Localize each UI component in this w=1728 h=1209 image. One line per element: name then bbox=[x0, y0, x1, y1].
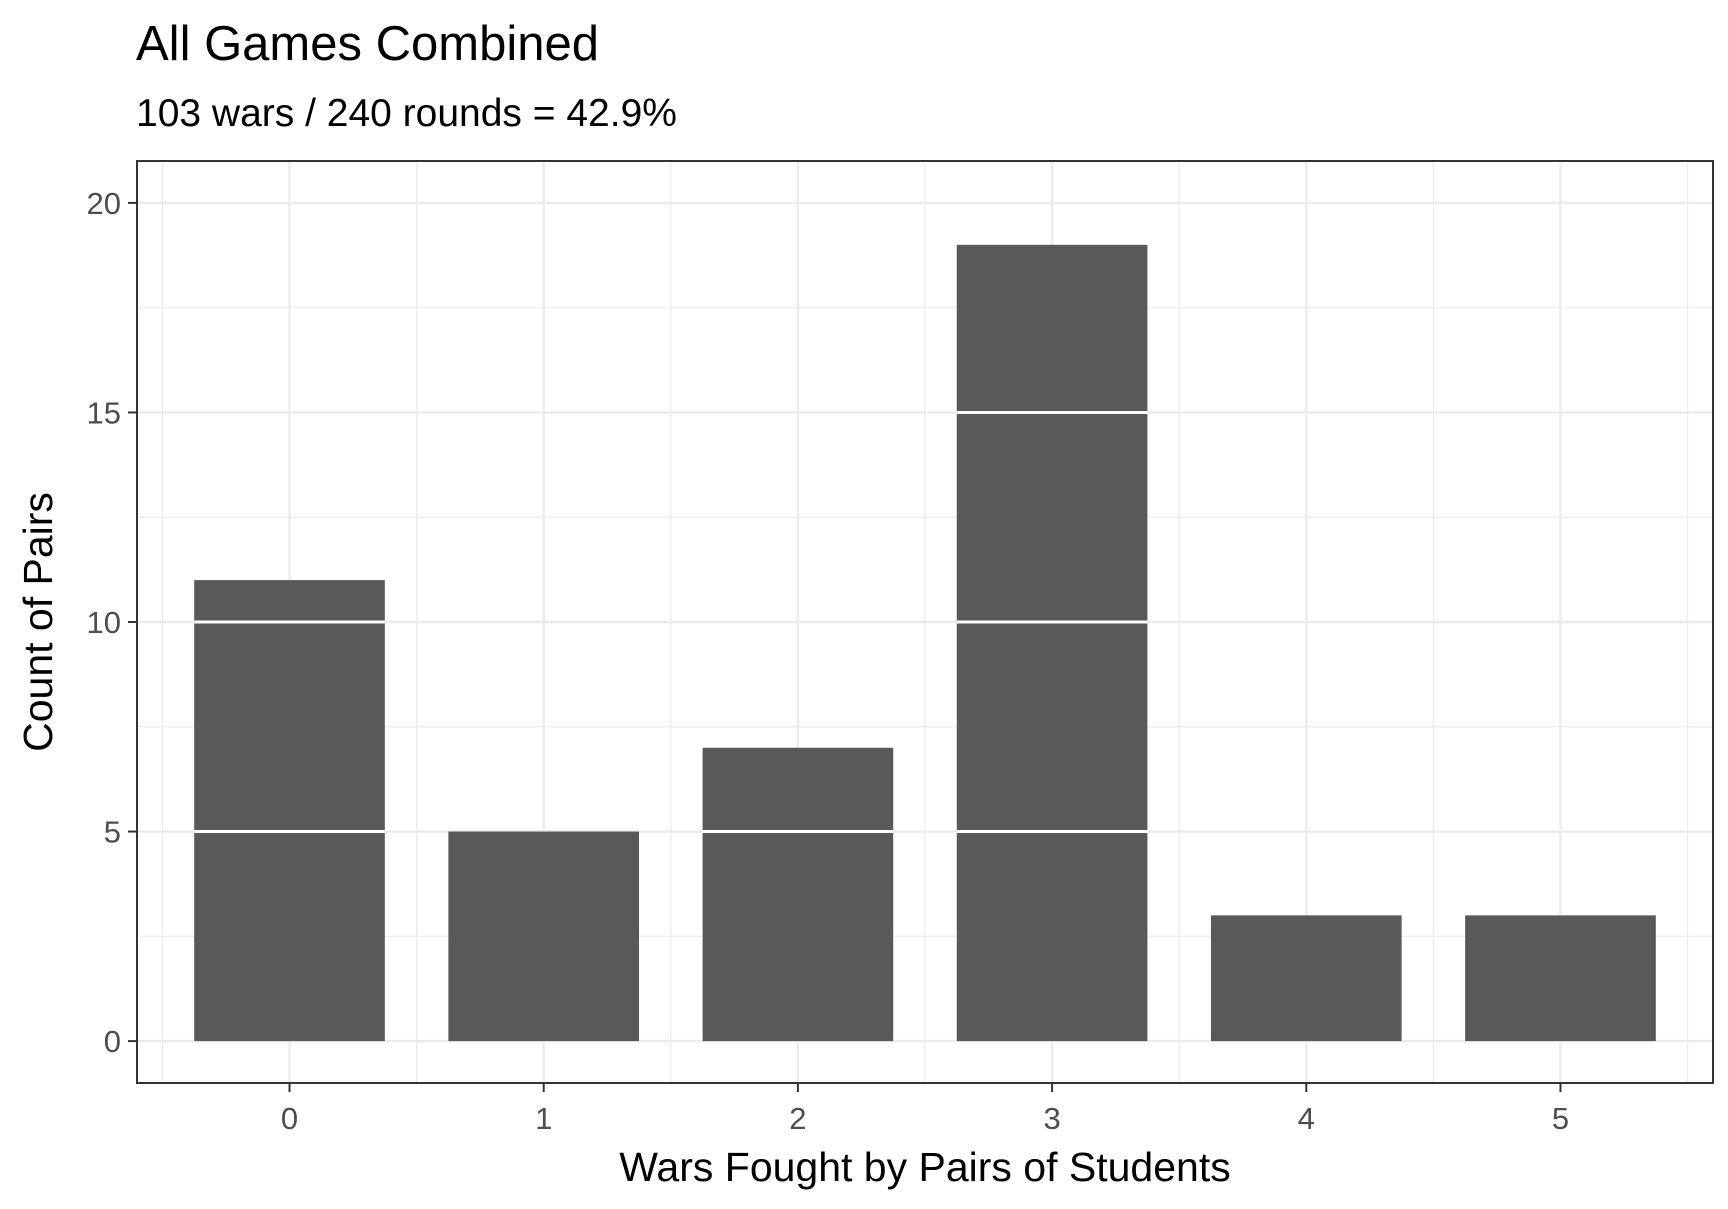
bar-5 bbox=[1465, 915, 1656, 1042]
chart-subtitle: 103 wars / 240 rounds = 42.9% bbox=[136, 92, 677, 135]
x-tick-label: 3 bbox=[1043, 1101, 1060, 1136]
x-tick-label: 4 bbox=[1298, 1101, 1315, 1136]
bar-4 bbox=[1210, 915, 1402, 1042]
y-tick-label: 5 bbox=[104, 815, 121, 850]
x-tick-label: 5 bbox=[1552, 1101, 1569, 1136]
bar-1 bbox=[448, 831, 640, 1042]
y-tick-label: 0 bbox=[104, 1024, 121, 1059]
x-axis-title: Wars Fought by Pairs of Students bbox=[619, 1144, 1230, 1190]
bar-0 bbox=[194, 580, 385, 1042]
x-tick-label: 0 bbox=[281, 1101, 298, 1136]
x-tick-label: 2 bbox=[789, 1101, 806, 1136]
y-tick-label: 20 bbox=[87, 186, 121, 221]
y-axis-title: Count of Pairs bbox=[15, 492, 61, 752]
bar-3 bbox=[956, 244, 1148, 1042]
y-tick-label: 15 bbox=[87, 395, 121, 430]
bar-2 bbox=[702, 747, 894, 1042]
y-tick-label: 10 bbox=[87, 605, 121, 640]
y-axis: 0 5 10 15 20 bbox=[87, 186, 137, 1059]
x-axis: 0 1 2 3 4 5 bbox=[281, 1083, 1569, 1136]
x-tick-label: 1 bbox=[535, 1101, 552, 1136]
chart-title: All Games Combined bbox=[136, 17, 599, 71]
bars bbox=[194, 244, 1656, 1042]
